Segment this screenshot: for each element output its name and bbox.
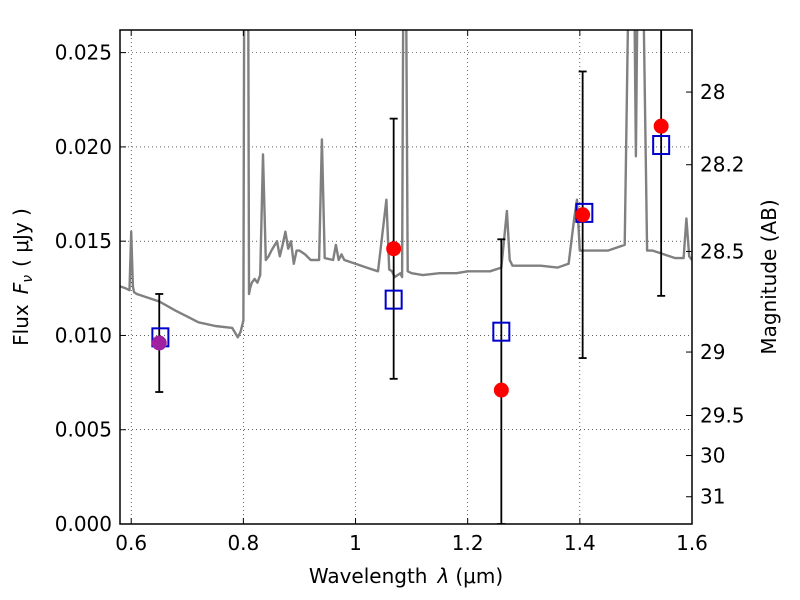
x-tick-label: 1 [349,531,362,555]
y-tick-label: 0.015 [55,229,112,253]
observed-point [653,118,669,134]
x-tick-label: 1.2 [452,531,484,555]
y-axis-title-symbol: F [9,282,33,294]
x-axis-title: Wavelength λ (μm) [309,564,503,588]
mag-tick-label: 31 [700,485,725,509]
model-photometry-square [384,289,403,310]
y-tick-label: 0.025 [55,41,112,65]
y-tick-label: 0.000 [55,512,112,536]
mag-tick-label: 29.5 [700,404,745,428]
y-axis-title-text: Flux [9,304,33,346]
x-tick-label: 1.4 [564,531,596,555]
y-tick-label: 0.010 [55,323,112,347]
y-tick-label: 0.005 [55,418,112,442]
y-axis-title-unit: ( μJy ) [9,208,33,267]
y-axis-title: Flux Fν ( μJy ) [9,208,36,346]
observed-point [575,207,591,223]
mag-tick-label: 30 [700,444,725,468]
model-photometry-square [492,321,511,342]
series-layer [120,30,692,524]
x-tick-label: 0.8 [227,531,259,555]
observed-point [151,335,167,351]
y2-axis-title: Magnitude (AB) [757,199,781,354]
y-tick-label: 0.020 [55,135,112,159]
axis-ticks: 0.6 0.8 1 1.2 1.4 1.6 0.000 0.005 0.010 0.015 0.02… [55,30,745,555]
x-axis-title-text: Wavelength [309,564,428,588]
mag-tick-label: 28.2 [700,153,745,177]
x-axis-title-symbol: λ [437,564,450,588]
mag-tick-label: 28 [700,80,725,104]
observed-point [493,382,509,398]
x-tick-label: 0.6 [115,531,147,555]
mag-tick-label: 28.5 [700,239,745,263]
x-tick-label: 1.6 [676,531,708,555]
observed-point [386,241,402,257]
mag-tick-label: 29 [700,340,725,364]
y-axis-title-subscript: ν [20,275,36,283]
plot-frame [119,29,693,525]
model-photometry-square [652,135,671,156]
x-axis-title-unit: (μm) [455,564,503,588]
model-spectrum-line [120,30,692,339]
